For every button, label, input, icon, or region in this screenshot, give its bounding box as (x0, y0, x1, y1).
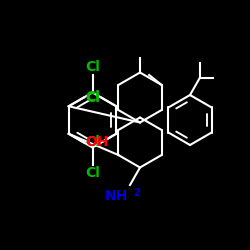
Text: Cl: Cl (85, 166, 100, 180)
Text: Cl: Cl (85, 60, 100, 74)
Text: Cl: Cl (85, 90, 100, 104)
Text: Cl: Cl (85, 90, 100, 104)
Text: Cl: Cl (85, 136, 100, 149)
Text: NH: NH (104, 189, 128, 203)
Text: 2: 2 (134, 188, 140, 198)
Text: OH: OH (85, 136, 108, 149)
